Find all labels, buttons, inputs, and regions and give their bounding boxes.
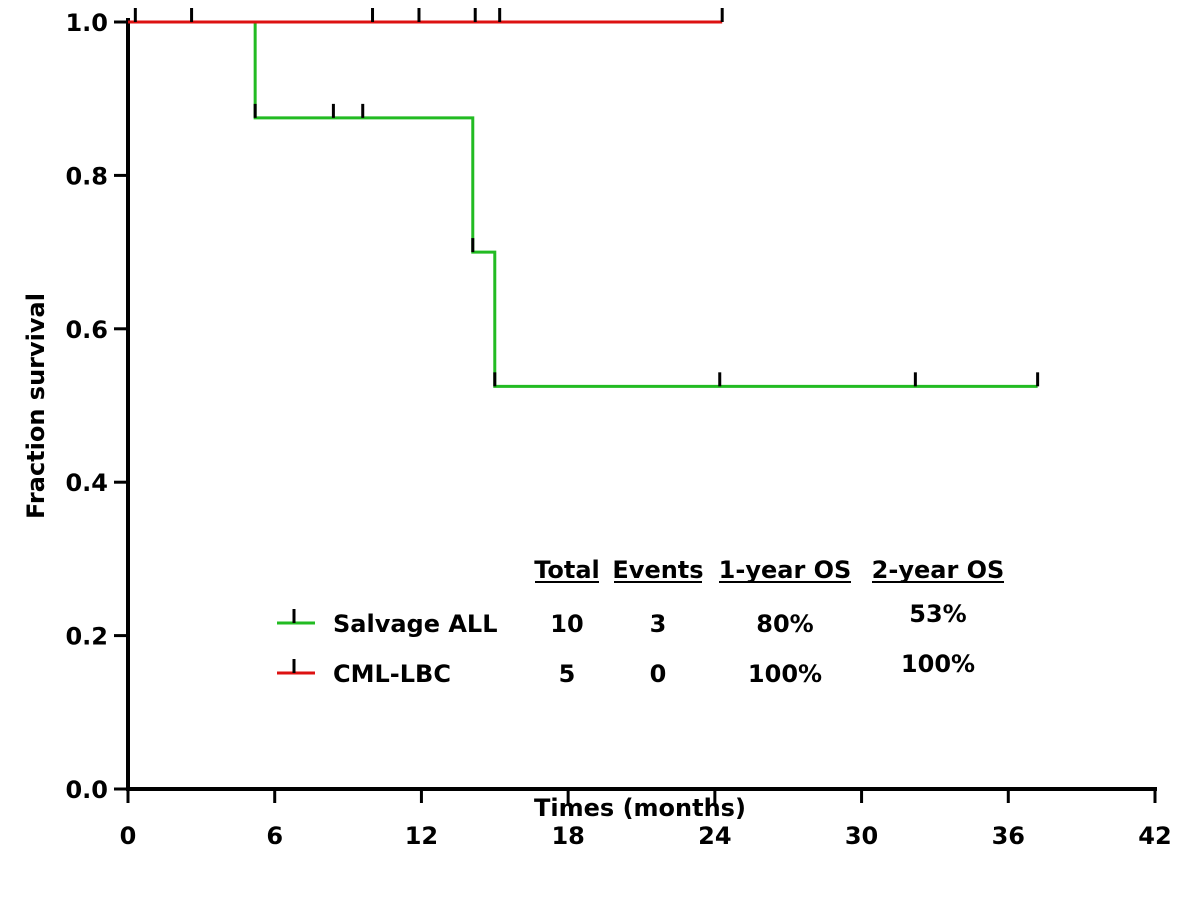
x-tick-label: 12 [405,822,438,850]
table-header: Total [534,556,600,584]
legend-label: Salvage ALL [333,610,498,638]
table-cell: 53% [909,600,966,628]
table-header: Events [612,556,703,584]
table-header: 1-year OS [719,556,852,584]
summary-table: Total Events 1-year OS 2-year OS 10 3 80% 53% 5 0… [534,556,1004,688]
x-tick-label: 0 [120,822,137,850]
x-tick-label: 24 [698,822,731,850]
series-group [128,8,1040,388]
series-line-salvage-all [128,20,1038,388]
x-tick-label: 42 [1138,822,1171,850]
table-header: 2-year OS [872,556,1005,584]
table-cell: 100% [901,650,975,678]
y-tick-label: 0.4 [65,469,108,497]
table-cell: 10 [550,610,583,638]
y-tick-label: 0.6 [65,316,108,344]
table-cell: 0 [650,660,667,688]
x-tick-label: 30 [845,822,878,850]
y-tick-label: 0.2 [65,623,108,651]
x-axis-title: Times (months) [534,794,746,822]
x-tick-label: 6 [266,822,283,850]
y-tick-label: 1.0 [65,9,108,37]
table-cell: 5 [559,660,576,688]
y-tick-label: 0.0 [65,776,108,804]
axes: 0 6 12 18 24 30 36 420.00.20.40.60.81.0 [65,9,1171,850]
y-tick-label: 0.8 [65,162,108,190]
x-tick-label: 36 [992,822,1025,850]
legend: Salvage ALL CML-LBC [277,609,498,688]
table-cell: 100% [748,660,822,688]
y-axis-title: Fraction survival [22,293,50,519]
table-cell: 3 [650,610,667,638]
legend-label: CML-LBC [333,660,451,688]
table-cell: 80% [756,610,813,638]
x-tick-label: 18 [551,822,584,850]
